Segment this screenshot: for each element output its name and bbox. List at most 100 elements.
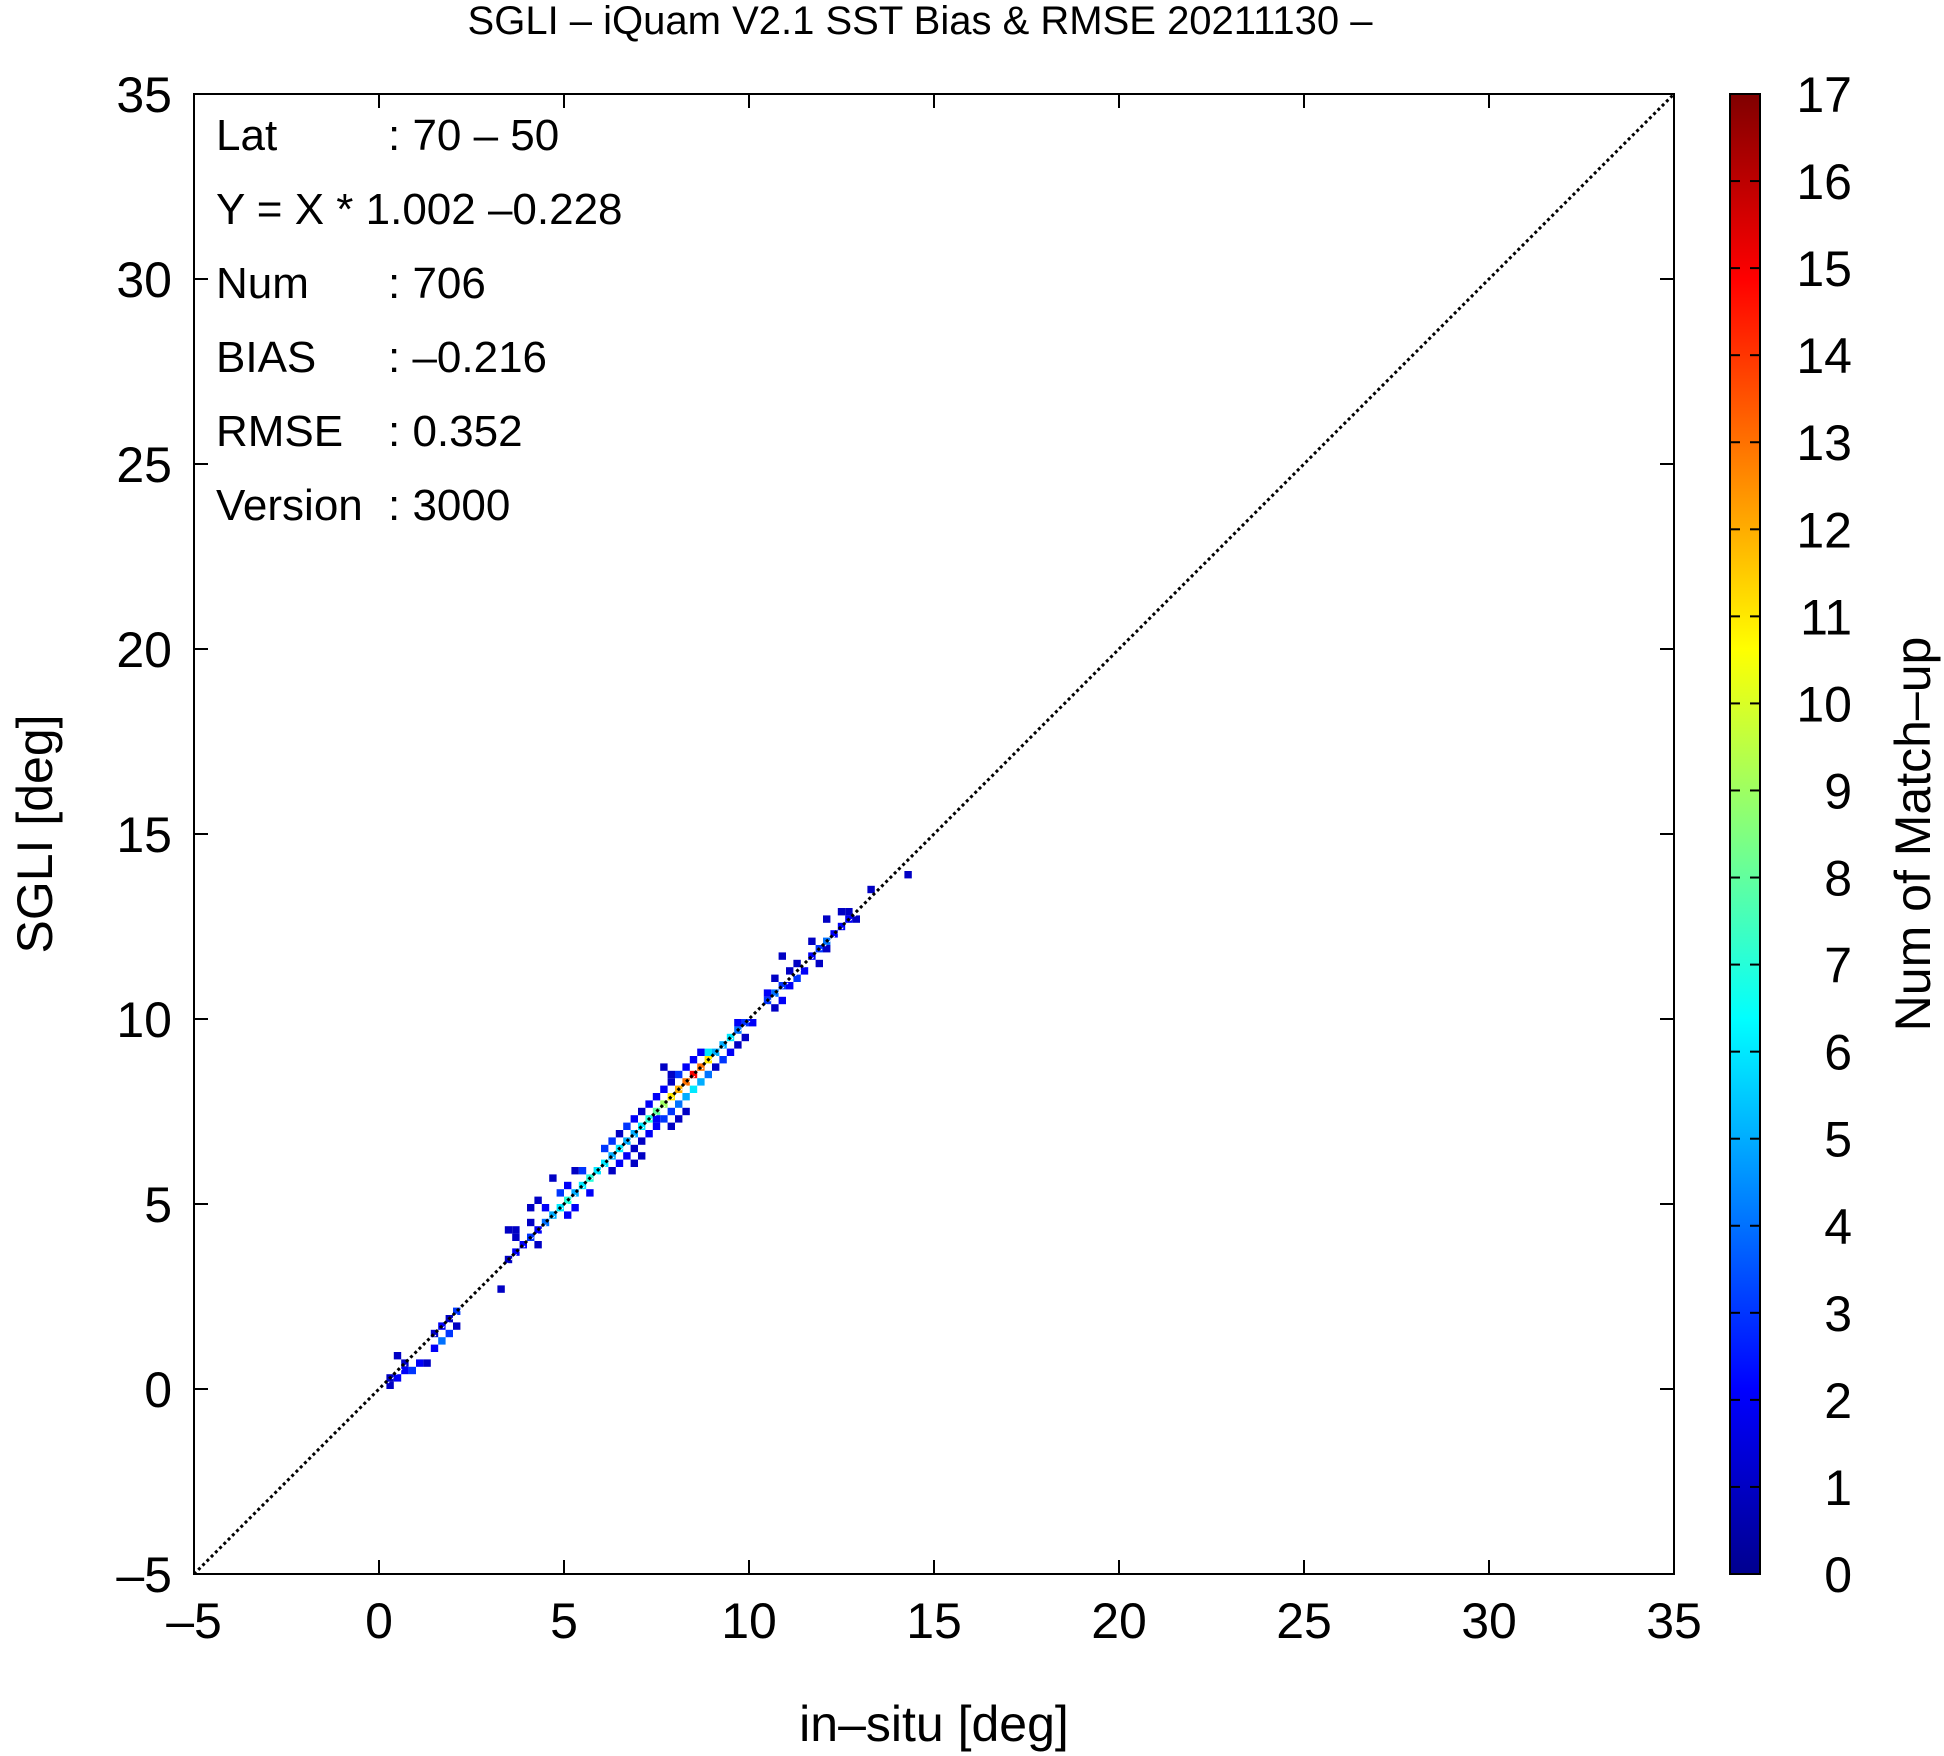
heatmap-cell bbox=[726, 1048, 735, 1056]
heatmap-cell bbox=[815, 959, 823, 968]
heatmap-cell bbox=[682, 1078, 690, 1086]
annotation-key: BIAS bbox=[216, 333, 316, 382]
x-tick-label: 25 bbox=[1276, 1593, 1332, 1649]
heatmap-cell bbox=[564, 1181, 572, 1190]
colorbar-tick-label: 17 bbox=[1796, 67, 1852, 123]
heatmap-cell bbox=[793, 974, 801, 982]
heatmap-cell bbox=[430, 1329, 439, 1338]
heatmap-cell bbox=[852, 915, 860, 923]
heatmap-cell bbox=[697, 1078, 705, 1086]
heatmap-cell bbox=[689, 1070, 698, 1079]
y-tick-label: 0 bbox=[144, 1362, 172, 1418]
y-tick-label: 30 bbox=[116, 252, 172, 308]
heatmap-cell bbox=[638, 1107, 646, 1116]
colorbar-tick-label: 1 bbox=[1824, 1460, 1852, 1516]
heatmap-cell bbox=[734, 1019, 742, 1027]
heatmap-cell bbox=[423, 1359, 431, 1367]
heatmap-cell bbox=[675, 1115, 683, 1123]
annotation-value: : 0.352 bbox=[388, 407, 523, 456]
heatmap-cell bbox=[401, 1359, 409, 1367]
heatmap-cell bbox=[393, 1352, 402, 1360]
heatmap-cell bbox=[667, 1093, 675, 1101]
heatmap-cell bbox=[778, 952, 786, 960]
heatmap-cell bbox=[652, 1122, 661, 1130]
annotation-value: : 706 bbox=[388, 259, 486, 308]
heatmap-cell bbox=[578, 1181, 587, 1190]
x-tick-label: 5 bbox=[550, 1593, 578, 1649]
heatmap-cell bbox=[786, 967, 794, 975]
heatmap-cell bbox=[630, 1115, 638, 1123]
heatmap-cell bbox=[786, 982, 794, 990]
annotation-key: Num bbox=[216, 259, 309, 308]
heatmap-cell bbox=[778, 996, 786, 1005]
y-tick-label: 10 bbox=[116, 992, 172, 1048]
colorbar bbox=[1729, 93, 1761, 1575]
heatmap-cell bbox=[638, 1122, 646, 1130]
heatmap-cell bbox=[904, 871, 912, 879]
annotation-value: : –0.216 bbox=[388, 333, 547, 382]
stats-annotation: Lat: 70 – 50 Y = X * 1.002 –0.228 Num: 706… bbox=[216, 111, 623, 530]
y-tick-label: 20 bbox=[116, 622, 172, 678]
colorbar-tick-label: 16 bbox=[1796, 154, 1852, 210]
heatmap-cell bbox=[675, 1100, 683, 1108]
heatmap-cell bbox=[682, 1093, 690, 1101]
heatmap-cell bbox=[615, 1159, 624, 1167]
heatmap-cell bbox=[800, 967, 809, 975]
y-tick-label: 35 bbox=[116, 67, 172, 123]
heatmap-cell bbox=[608, 1152, 616, 1160]
y-tick-label: 25 bbox=[116, 437, 172, 493]
colorbar-tick-label: 0 bbox=[1824, 1547, 1852, 1603]
heatmap-cell bbox=[534, 1196, 542, 1204]
heatmap-cell bbox=[667, 1070, 675, 1079]
heatmap-cell bbox=[630, 1159, 638, 1167]
heatmap-cell bbox=[667, 1122, 675, 1130]
heatmap-cell bbox=[697, 1048, 705, 1056]
heatmap-cell bbox=[564, 1211, 572, 1219]
heatmap-cell bbox=[645, 1100, 653, 1108]
heatmap-cell bbox=[749, 1019, 757, 1027]
colorbar-tick-label: 9 bbox=[1824, 763, 1852, 819]
heatmap-cell bbox=[453, 1307, 461, 1315]
heatmap-cell bbox=[534, 1241, 542, 1249]
heatmap-cell bbox=[549, 1174, 557, 1182]
colorbar-tick-label: 13 bbox=[1796, 415, 1852, 471]
annotation-value: : 3000 bbox=[388, 481, 510, 530]
heatmap-cell bbox=[541, 1218, 550, 1227]
heatmap-cell bbox=[771, 974, 779, 982]
heatmap-cell bbox=[645, 1130, 653, 1138]
x-tick-label: 15 bbox=[906, 1593, 962, 1649]
heatmap-cell bbox=[601, 1159, 609, 1167]
y-axis-label: SGLI [deg] bbox=[7, 714, 63, 953]
y-tick-label: 15 bbox=[116, 807, 172, 863]
colorbar-tick-label: 7 bbox=[1824, 938, 1852, 994]
heatmap-cell bbox=[778, 982, 786, 990]
heatmap-cell bbox=[630, 1130, 638, 1138]
one-to-one-line bbox=[192, 92, 1676, 1576]
heatmap-cell bbox=[712, 1048, 720, 1056]
heatmap-cell bbox=[660, 1085, 668, 1093]
heatmap-cell bbox=[823, 915, 831, 923]
colorbar-label: Num of Match–up bbox=[1885, 637, 1941, 1032]
annotation-value: : 70 – 50 bbox=[388, 111, 559, 160]
heatmap-cell bbox=[719, 1056, 727, 1064]
heatmap-cell bbox=[549, 1211, 557, 1219]
heatmap-cell bbox=[793, 959, 801, 968]
colorbar-tick-label: 3 bbox=[1824, 1286, 1852, 1342]
heatmap-cell bbox=[512, 1226, 520, 1234]
colorbar-tick-label: 8 bbox=[1824, 851, 1852, 907]
colorbar-tick-label: 11 bbox=[1800, 589, 1852, 645]
annotation-key: Y = X * 1.002 –0.228 bbox=[216, 185, 623, 234]
heatmap-cell bbox=[586, 1189, 594, 1197]
heatmap-cell bbox=[808, 952, 816, 960]
heatmap-cell bbox=[445, 1329, 453, 1338]
heatmap-cell bbox=[660, 1100, 668, 1108]
annotation-key: Version bbox=[216, 481, 363, 530]
heatmap-cell bbox=[867, 885, 875, 894]
heatmap-cell bbox=[660, 1063, 668, 1071]
x-axis-label: in–situ [deg] bbox=[799, 1696, 1069, 1752]
x-tick-label: 30 bbox=[1461, 1593, 1517, 1649]
x-tick-label: 20 bbox=[1091, 1593, 1147, 1649]
heatmap-cell bbox=[630, 1144, 638, 1153]
heatmap-cell bbox=[453, 1322, 461, 1330]
